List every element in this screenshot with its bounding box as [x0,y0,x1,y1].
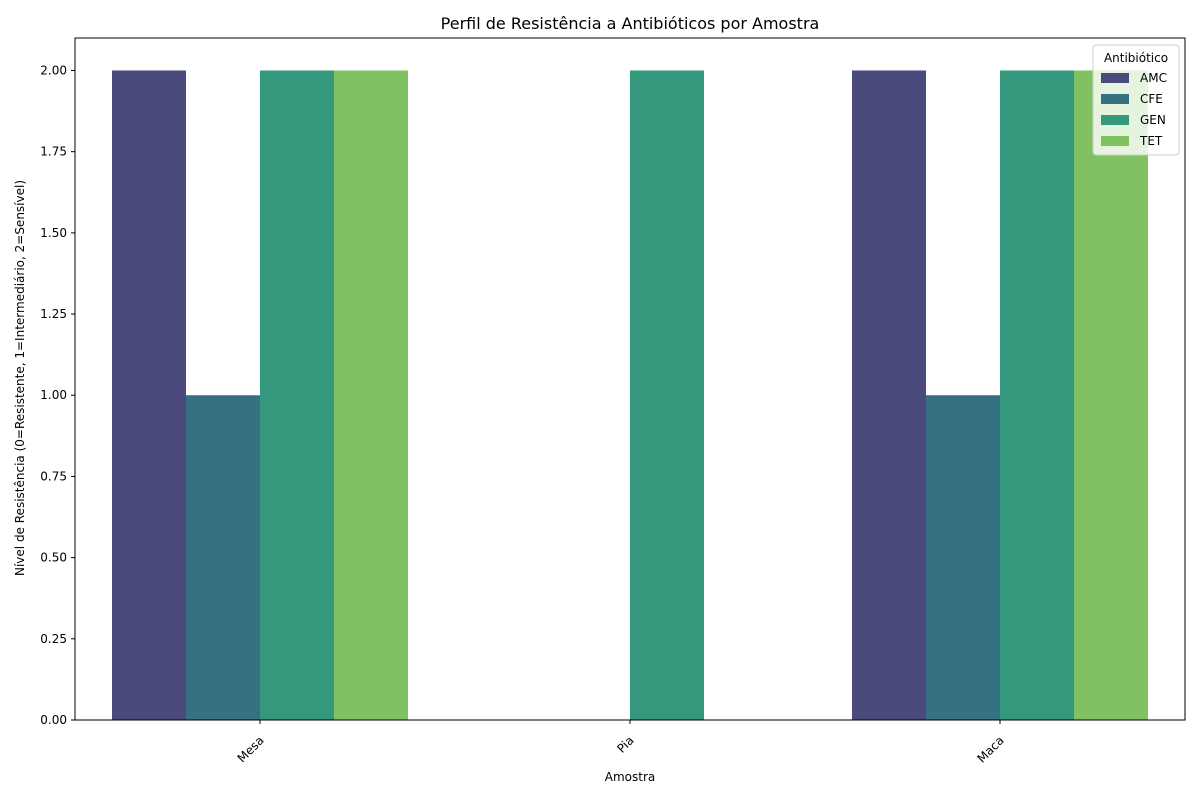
legend-title: Antibiótico [1104,51,1168,65]
bar-cfe-mesa [186,395,260,720]
bar-amc-maca [852,70,926,720]
legend-swatch-gen [1101,115,1129,125]
x-axis-label: Amostra [605,770,655,784]
y-tick-label: 2.00 [40,63,67,77]
x-tick-label: Mesa [235,733,267,765]
y-tick-label: 0.00 [40,713,67,727]
bar-amc-mesa [112,70,186,720]
legend-label-tet: TET [1139,134,1163,148]
legend-label-cfe: CFE [1140,92,1163,106]
bar-gen-pia [630,70,704,720]
bar-cfe-maca [926,395,1000,720]
legend-label-amc: AMC [1140,71,1167,85]
y-tick-label: 0.50 [40,551,67,565]
y-tick-label: 0.75 [40,469,67,483]
x-tick-label: Maca [974,733,1006,765]
plot-area [74,37,1186,721]
legend-box [1092,44,1180,156]
legend-label-gen: GEN [1140,113,1166,127]
y-axis: 0.00 0.25 0.50 0.75 1.00 1.25 1.50 1.75 2.00 [40,63,75,727]
bar-tet-mesa [334,70,408,720]
y-tick-label: 1.00 [40,388,67,402]
x-axis: Mesa Pia Maca [235,720,1007,766]
chart-title: Perfil de Resistência a Antibióticos por… [441,14,820,33]
y-tick-label: 1.75 [40,145,67,159]
bar-tet-maca [1074,70,1148,720]
legend-swatch-cfe [1101,94,1129,104]
legend-swatch-amc [1101,73,1129,83]
y-tick-label: 0.25 [40,632,67,646]
legend: Antibiótico AMC CFE GEN TET [1092,44,1180,156]
y-axis-label: Nível de Resistência (0=Resistente, 1=In… [13,180,27,576]
y-tick-label: 1.50 [40,226,67,240]
bar-gen-mesa [260,70,334,720]
legend-swatch-tet [1101,136,1129,146]
bar-gen-maca [1000,70,1074,720]
y-tick-label: 1.25 [40,307,67,321]
x-tick-label: Pia [614,733,636,755]
